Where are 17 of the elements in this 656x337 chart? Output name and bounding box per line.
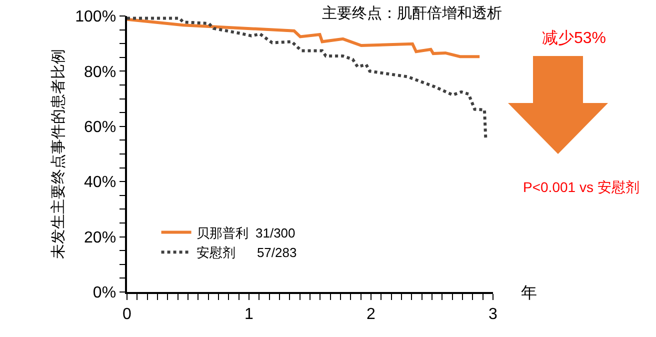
y-tick-label: 20% xyxy=(84,229,116,246)
y-tick-label: 40% xyxy=(84,174,116,192)
x-axis-title: 年 xyxy=(521,285,537,302)
x-tick-label: 2 xyxy=(366,306,376,323)
y-tick-label: 60% xyxy=(84,119,116,136)
y-tick-label: 0% xyxy=(92,284,116,302)
y-tick-label: 80% xyxy=(84,64,116,81)
y-axis-title: 未发生主要终点事件的患者比例 xyxy=(50,49,67,259)
x-tick-label: 0 xyxy=(122,306,132,323)
legend-label: 贝那普利 31/300 xyxy=(196,225,296,240)
x-tick-label: 3 xyxy=(488,306,498,323)
chart-title: 主要终点：肌酐倍增和透析 xyxy=(322,5,502,22)
text: P<0.001 vs 安慰剂 xyxy=(523,179,640,195)
y-tick-label: 100% xyxy=(75,8,116,26)
text: 减少53% xyxy=(542,29,606,47)
x-tick-label: 1 xyxy=(244,306,254,323)
legend-label: 安慰剂 57/283 xyxy=(196,245,297,260)
